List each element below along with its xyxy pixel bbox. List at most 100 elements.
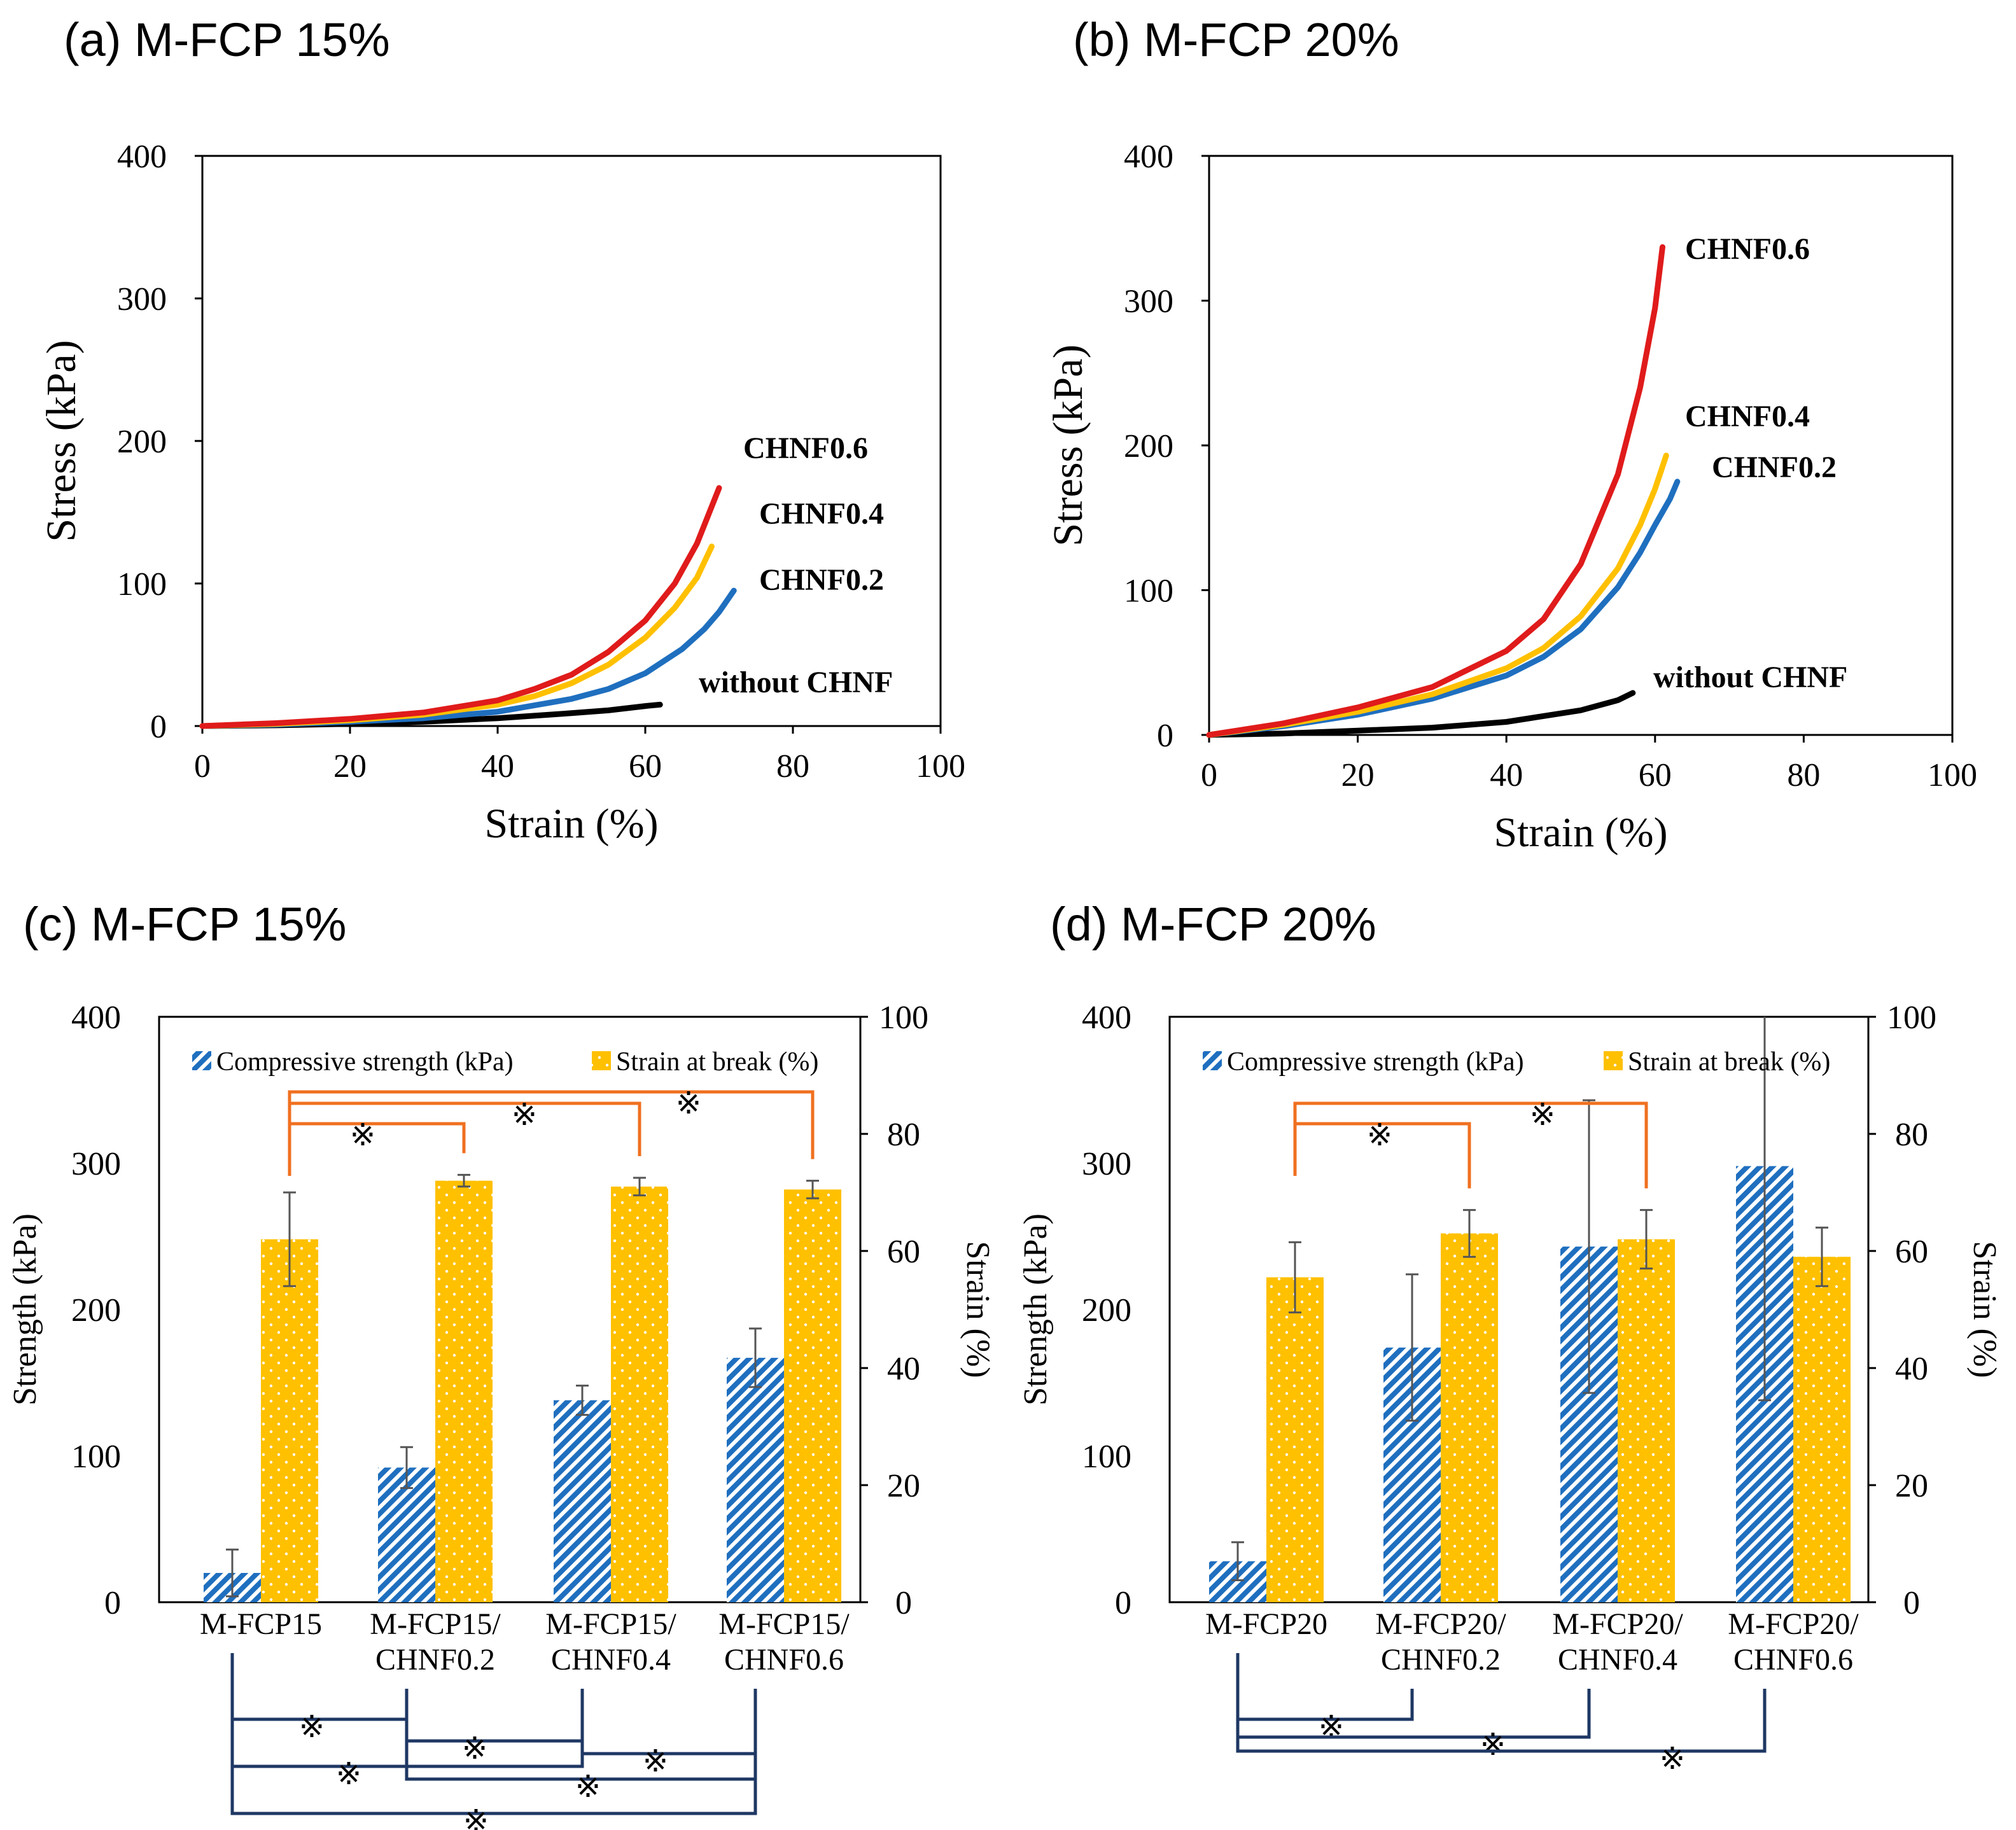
x-tick-label: 100 [916, 748, 965, 785]
significance-mark: ※ [1660, 1741, 1685, 1777]
strain-bar [1793, 1257, 1851, 1602]
y-tick-label: 100 [1124, 573, 1173, 610]
strain-bar [1618, 1239, 1675, 1602]
strain-bar [261, 1239, 318, 1602]
category-label: M-FCP15 [200, 1607, 322, 1641]
category-label: CHNF0.4 [551, 1643, 671, 1677]
series-label-chnf0-4: CHNF0.4 [759, 497, 884, 531]
y-tick-label: 300 [1082, 1146, 1131, 1182]
y-tick-label: 100 [71, 1439, 121, 1475]
significance-mark: ※ [512, 1097, 537, 1133]
significance-bracket-strength [580, 1689, 757, 1756]
x-tick-label: 60 [629, 748, 662, 785]
significance-mark: ※ [463, 1803, 489, 1830]
legend-label-strain: Strain at break (%) [1628, 1047, 1830, 1077]
series-line-without-chnf [1206, 690, 1636, 738]
strength-bar [378, 1467, 435, 1602]
series-label-chnf0-6: CHNF0.6 [1685, 232, 1810, 266]
category-label: M-FCP20/ [1552, 1607, 1683, 1641]
y-tick-label: 400 [117, 139, 167, 175]
y-tick-label: 400 [1124, 139, 1173, 175]
category-label: CHNF0.6 [724, 1643, 844, 1677]
x-tick-label: 40 [1490, 757, 1523, 793]
x-tick-label: 80 [776, 748, 809, 785]
series-label-without-chnf: without CHNF [1653, 660, 1847, 694]
significance-mark: ※ [336, 1756, 361, 1792]
significance-mark: ※ [462, 1731, 487, 1766]
strain-bar [435, 1180, 493, 1602]
significance-bracket-strength [230, 1653, 757, 1815]
category-label: CHNF0.2 [1381, 1643, 1501, 1677]
panel-title: (b) M-FCP 20% [1073, 13, 1399, 66]
y2-tick-label: 100 [1887, 1000, 1936, 1036]
category-label: M-FCP15/ [545, 1607, 676, 1641]
series-line-chnf0-6 [1206, 244, 1665, 738]
significance-bracket-strain [288, 1122, 466, 1176]
y2-tick-label: 80 [887, 1117, 920, 1153]
y-tick-label: 200 [117, 424, 167, 460]
strength-bar [727, 1357, 784, 1602]
y-tick-label: 300 [71, 1146, 121, 1182]
x-tick-label: 20 [1341, 757, 1375, 793]
legend-swatch-strain [592, 1051, 611, 1070]
x-axis-label: Strain (%) [484, 800, 658, 847]
y2-tick-label: 80 [1895, 1117, 1928, 1153]
series-label-chnf0-6: CHNF0.6 [743, 431, 868, 465]
significance-bracket-strain [1293, 1101, 1648, 1189]
significance-mark: ※ [1480, 1727, 1506, 1763]
y2-axis-label: Strain (%) [1966, 1241, 2003, 1378]
y-axis-label: Strength (kPa) [1018, 1213, 1054, 1406]
x-tick-label: 60 [1639, 757, 1672, 793]
significance-bracket-strength [405, 1689, 584, 1743]
significance-mark: ※ [299, 1709, 325, 1745]
series-label-chnf0-2: CHNF0.2 [759, 563, 884, 597]
significance-mark: ※ [643, 1743, 668, 1779]
series-line-chnf0-2 [1206, 478, 1681, 738]
panel-b-line-chart: (b) M-FCP 20% 0 100 200 300 400 0 20 40 60 80 100 St… [1045, 13, 1977, 856]
category-label: CHNF0.4 [1558, 1643, 1677, 1677]
panel-a-line-chart: (a) M-FCP 15% 0 100 200 300 400 0 20 40 60 80 100 St… [38, 13, 965, 847]
series-label-without-chnf: without CHNF [699, 666, 893, 699]
y2-tick-label: 40 [1895, 1351, 1928, 1387]
plot-frame [1208, 155, 1954, 736]
significance-mark: ※ [1367, 1117, 1392, 1153]
panel-d-bar-chart: (d) M-FCP 20% 0 100 200 300 400 0 20 40 60 80 100 St… [1018, 898, 2003, 1777]
significance-mark: ※ [575, 1769, 601, 1805]
series-line-chnf0-4 [199, 543, 715, 729]
x-tick-label: 100 [1928, 757, 1977, 793]
category-label: M-FCP15/ [370, 1607, 501, 1641]
legend-swatch-strain [1604, 1051, 1623, 1070]
x-axis-label: Strain (%) [1494, 809, 1667, 856]
legend-label-strain: Strain at break (%) [616, 1047, 818, 1077]
y-tick-label: 300 [1124, 284, 1173, 320]
significance-mark: ※ [676, 1086, 701, 1121]
panel-title: (a) M-FCP 15% [64, 13, 390, 66]
strain-bar [1266, 1277, 1324, 1602]
y2-tick-label: 40 [887, 1351, 920, 1387]
y-tick-label: 300 [117, 281, 167, 318]
x-tick-label: 0 [194, 748, 211, 785]
x-tick-label: 80 [1787, 757, 1820, 793]
category-label: M-FCP20 [1205, 1607, 1327, 1641]
category-label: CHNF0.2 [375, 1643, 495, 1677]
y-tick-label: 0 [150, 709, 167, 745]
y2-tick-label: 0 [895, 1585, 912, 1621]
y2-tick-label: 60 [887, 1234, 920, 1270]
series-label-chnf0-4: CHNF0.4 [1685, 400, 1810, 433]
category-label: M-FCP20/ [1728, 1607, 1859, 1641]
series-line-chnf0-6 [199, 485, 722, 729]
x-tick-label: 40 [481, 748, 514, 785]
y-axis-label: Stress (kPa) [1045, 344, 1091, 546]
y-tick-label: 0 [1157, 718, 1173, 754]
x-tick-label: 20 [333, 748, 367, 785]
y2-tick-label: 20 [887, 1468, 920, 1504]
y-tick-label: 200 [71, 1292, 121, 1329]
legend-swatch-strength [192, 1051, 211, 1070]
panel-c-bar-chart: (c) M-FCP 15% 0 100 200 300 400 0 20 40 60 80 100 St… [7, 898, 996, 1830]
y-tick-label: 200 [1082, 1292, 1131, 1329]
strain-bar [1441, 1233, 1498, 1602]
y-tick-label: 200 [1124, 428, 1173, 464]
y2-tick-label: 100 [879, 1000, 928, 1036]
panel-title: (d) M-FCP 20% [1050, 898, 1376, 951]
series-label-chnf0-2: CHNF0.2 [1712, 451, 1837, 484]
